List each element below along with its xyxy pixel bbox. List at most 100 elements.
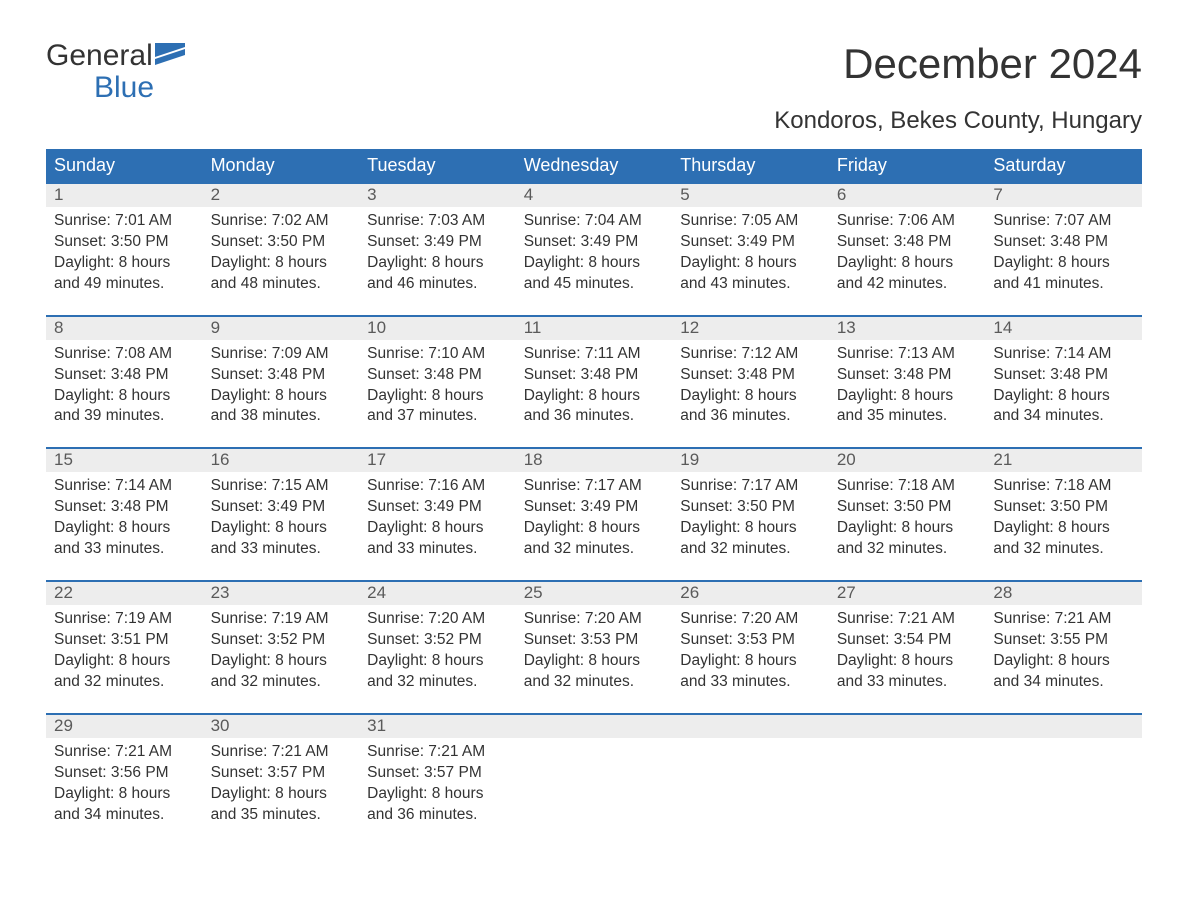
daylight-text-line2: and 33 minutes. [837,672,978,693]
daylight-text-line1: Daylight: 8 hours [367,518,508,539]
day-cell: Sunrise: 7:07 AMSunset: 3:48 PMDaylight:… [985,207,1142,299]
daylight-text-line2: and 32 minutes. [680,539,821,560]
daylight-text-line1: Daylight: 8 hours [680,518,821,539]
daylight-text-line2: and 36 minutes. [524,406,665,427]
sunrise-text: Sunrise: 7:01 AM [54,211,195,232]
sunset-text: Sunset: 3:50 PM [680,497,821,518]
daylight-text-line1: Daylight: 8 hours [211,784,352,805]
brand-logo: General Blue [46,40,185,103]
day-cell: Sunrise: 7:13 AMSunset: 3:48 PMDaylight:… [829,340,986,432]
date-cell: 25 [516,582,673,605]
sunrise-text: Sunrise: 7:21 AM [54,742,195,763]
date-cell: 22 [46,582,203,605]
day-cell: Sunrise: 7:15 AMSunset: 3:49 PMDaylight:… [203,472,360,564]
daylight-text-line1: Daylight: 8 hours [524,253,665,274]
sunrise-text: Sunrise: 7:06 AM [837,211,978,232]
day-cell: Sunrise: 7:21 AMSunset: 3:54 PMDaylight:… [829,605,986,697]
week-row: 22232425262728Sunrise: 7:19 AMSunset: 3:… [46,580,1142,697]
sunrise-text: Sunrise: 7:07 AM [993,211,1134,232]
sunrise-text: Sunrise: 7:16 AM [367,476,508,497]
date-cell: 14 [985,317,1142,340]
daylight-text-line1: Daylight: 8 hours [367,386,508,407]
sunrise-text: Sunrise: 7:17 AM [524,476,665,497]
daylight-text-line2: and 34 minutes. [993,406,1134,427]
daylight-text-line2: and 35 minutes. [837,406,978,427]
daylight-text-line1: Daylight: 8 hours [524,651,665,672]
daylight-text-line2: and 41 minutes. [993,274,1134,295]
sunrise-text: Sunrise: 7:20 AM [524,609,665,630]
date-cell: 4 [516,184,673,207]
sunrise-text: Sunrise: 7:21 AM [993,609,1134,630]
day-cell: Sunrise: 7:17 AMSunset: 3:50 PMDaylight:… [672,472,829,564]
daylight-text-line1: Daylight: 8 hours [367,784,508,805]
sunrise-text: Sunrise: 7:14 AM [54,476,195,497]
date-row: 293031 [46,713,1142,738]
day-header-saturday: Saturday [985,149,1142,182]
daylight-text-line1: Daylight: 8 hours [993,253,1134,274]
day-cell: Sunrise: 7:21 AMSunset: 3:57 PMDaylight:… [359,738,516,830]
sunrise-text: Sunrise: 7:18 AM [837,476,978,497]
daylight-text-line1: Daylight: 8 hours [680,253,821,274]
daylight-text-line2: and 34 minutes. [993,672,1134,693]
daylight-text-line2: and 37 minutes. [367,406,508,427]
date-cell [672,715,829,738]
brand-word2: Blue [46,72,185,104]
daylight-text-line1: Daylight: 8 hours [54,386,195,407]
sunset-text: Sunset: 3:50 PM [993,497,1134,518]
daylight-text-line1: Daylight: 8 hours [993,518,1134,539]
day-cell: Sunrise: 7:21 AMSunset: 3:55 PMDaylight:… [985,605,1142,697]
sunrise-text: Sunrise: 7:19 AM [211,609,352,630]
sunset-text: Sunset: 3:48 PM [993,365,1134,386]
sunset-text: Sunset: 3:50 PM [837,497,978,518]
date-cell [829,715,986,738]
day-header-row: Sunday Monday Tuesday Wednesday Thursday… [46,149,1142,182]
daylight-text-line2: and 32 minutes. [211,672,352,693]
date-cell: 7 [985,184,1142,207]
date-cell: 26 [672,582,829,605]
sunset-text: Sunset: 3:52 PM [367,630,508,651]
week-row: 15161718192021Sunrise: 7:14 AMSunset: 3:… [46,447,1142,564]
sunrise-text: Sunrise: 7:20 AM [367,609,508,630]
daylight-text-line1: Daylight: 8 hours [993,651,1134,672]
day-cell: Sunrise: 7:03 AMSunset: 3:49 PMDaylight:… [359,207,516,299]
date-cell: 1 [46,184,203,207]
date-cell: 5 [672,184,829,207]
sunset-text: Sunset: 3:48 PM [524,365,665,386]
date-cell: 3 [359,184,516,207]
sunset-text: Sunset: 3:57 PM [211,763,352,784]
daylight-text-line2: and 45 minutes. [524,274,665,295]
sunrise-text: Sunrise: 7:05 AM [680,211,821,232]
daylight-text-line1: Daylight: 8 hours [367,253,508,274]
daylight-text-line1: Daylight: 8 hours [54,253,195,274]
day-cell: Sunrise: 7:20 AMSunset: 3:53 PMDaylight:… [516,605,673,697]
date-cell [516,715,673,738]
date-cell: 19 [672,449,829,472]
date-cell: 11 [516,317,673,340]
date-cell: 12 [672,317,829,340]
flag-icon [155,40,185,72]
daylight-text-line2: and 43 minutes. [680,274,821,295]
daylight-text-line2: and 46 minutes. [367,274,508,295]
sunset-text: Sunset: 3:49 PM [211,497,352,518]
daylight-text-line1: Daylight: 8 hours [993,386,1134,407]
date-cell: 8 [46,317,203,340]
sunrise-text: Sunrise: 7:04 AM [524,211,665,232]
day-cell: Sunrise: 7:16 AMSunset: 3:49 PMDaylight:… [359,472,516,564]
sunrise-text: Sunrise: 7:20 AM [680,609,821,630]
sunset-text: Sunset: 3:48 PM [680,365,821,386]
daylight-text-line1: Daylight: 8 hours [211,518,352,539]
day-cell: Sunrise: 7:09 AMSunset: 3:48 PMDaylight:… [203,340,360,432]
sunrise-text: Sunrise: 7:21 AM [837,609,978,630]
sunset-text: Sunset: 3:49 PM [367,232,508,253]
daylight-text-line1: Daylight: 8 hours [837,651,978,672]
day-cell: Sunrise: 7:10 AMSunset: 3:48 PMDaylight:… [359,340,516,432]
daylight-text-line1: Daylight: 8 hours [211,253,352,274]
daylight-text-line1: Daylight: 8 hours [54,518,195,539]
location-subtitle: Kondoros, Bekes County, Hungary [46,107,1142,135]
sunrise-text: Sunrise: 7:15 AM [211,476,352,497]
sunrise-text: Sunrise: 7:21 AM [211,742,352,763]
sunset-text: Sunset: 3:49 PM [524,497,665,518]
sunrise-text: Sunrise: 7:08 AM [54,344,195,365]
daylight-text-line2: and 32 minutes. [993,539,1134,560]
daylight-text-line1: Daylight: 8 hours [367,651,508,672]
